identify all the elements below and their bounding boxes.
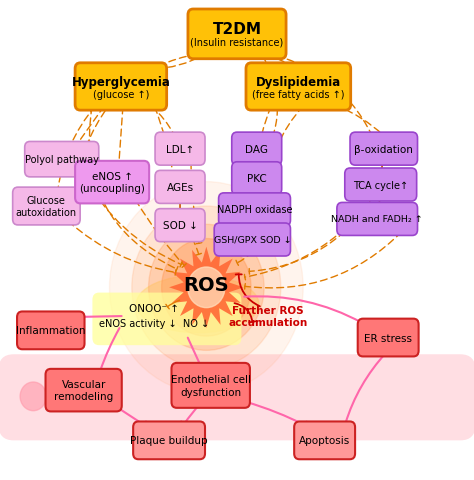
Text: AGEs: AGEs <box>166 182 193 192</box>
Polygon shape <box>169 247 244 328</box>
Circle shape <box>149 225 264 350</box>
FancyBboxPatch shape <box>46 369 122 411</box>
Text: (free fatty acids ↑): (free fatty acids ↑) <box>252 89 345 99</box>
FancyBboxPatch shape <box>75 161 149 204</box>
Circle shape <box>109 182 303 393</box>
FancyBboxPatch shape <box>133 421 205 459</box>
FancyBboxPatch shape <box>155 209 205 242</box>
FancyBboxPatch shape <box>337 203 418 236</box>
Circle shape <box>20 382 46 411</box>
FancyBboxPatch shape <box>246 64 351 111</box>
FancyBboxPatch shape <box>13 188 80 226</box>
Text: (glucose ↑): (glucose ↑) <box>93 89 149 99</box>
Text: Inflammation: Inflammation <box>16 326 85 336</box>
Text: (Insulin resistance): (Insulin resistance) <box>191 37 283 48</box>
FancyBboxPatch shape <box>155 133 205 166</box>
Text: SOD ↓: SOD ↓ <box>163 221 198 231</box>
Text: Endothelial cell
dysfunction: Endothelial cell dysfunction <box>171 374 251 397</box>
Text: β-oxidation: β-oxidation <box>355 144 413 154</box>
FancyBboxPatch shape <box>214 224 291 256</box>
Text: TCA cycle↑: TCA cycle↑ <box>353 180 408 190</box>
Text: GSH/GPX SOD ↓: GSH/GPX SOD ↓ <box>213 236 291 244</box>
FancyBboxPatch shape <box>294 421 355 459</box>
FancyBboxPatch shape <box>219 193 291 227</box>
Text: eNOS activity ↓  NO ↓: eNOS activity ↓ NO ↓ <box>99 318 209 328</box>
FancyBboxPatch shape <box>345 168 417 202</box>
Text: LDL↑: LDL↑ <box>166 144 194 154</box>
Circle shape <box>162 239 251 336</box>
FancyBboxPatch shape <box>232 162 282 195</box>
Text: Hyperglycemia: Hyperglycemia <box>72 76 170 89</box>
Circle shape <box>188 267 225 308</box>
Text: eNOS ↑
(uncoupling): eNOS ↑ (uncoupling) <box>79 171 145 194</box>
FancyBboxPatch shape <box>358 319 419 357</box>
Text: ONOO⁻ ↑: ONOO⁻ ↑ <box>129 304 179 314</box>
Text: ER stress: ER stress <box>364 333 412 343</box>
Text: DAG: DAG <box>245 144 268 154</box>
Text: Plaque buildup: Plaque buildup <box>130 435 208 445</box>
FancyBboxPatch shape <box>25 142 99 178</box>
FancyBboxPatch shape <box>75 64 167 111</box>
Text: Further ROS
accumulation: Further ROS accumulation <box>228 305 307 327</box>
Text: PKC: PKC <box>247 174 266 184</box>
FancyBboxPatch shape <box>232 133 282 166</box>
Text: T2DM: T2DM <box>212 23 262 37</box>
Text: Apoptosis: Apoptosis <box>299 435 350 445</box>
Text: NADH and FADH₂ ↑: NADH and FADH₂ ↑ <box>331 215 423 224</box>
Circle shape <box>132 206 281 369</box>
FancyBboxPatch shape <box>155 171 205 204</box>
Text: NADPH oxidase: NADPH oxidase <box>217 205 292 215</box>
Ellipse shape <box>136 276 259 333</box>
Text: Vascular
remodeling: Vascular remodeling <box>54 379 113 401</box>
FancyBboxPatch shape <box>17 312 84 349</box>
Text: Polyol pathway: Polyol pathway <box>25 155 99 165</box>
Text: ROS: ROS <box>183 276 229 295</box>
FancyBboxPatch shape <box>92 293 241 346</box>
FancyBboxPatch shape <box>172 363 250 408</box>
FancyBboxPatch shape <box>350 133 418 166</box>
FancyBboxPatch shape <box>0 355 474 441</box>
Text: Dyslipidemia: Dyslipidemia <box>255 76 341 89</box>
Text: Glucose
autoxidation: Glucose autoxidation <box>16 195 77 218</box>
FancyBboxPatch shape <box>188 10 286 60</box>
